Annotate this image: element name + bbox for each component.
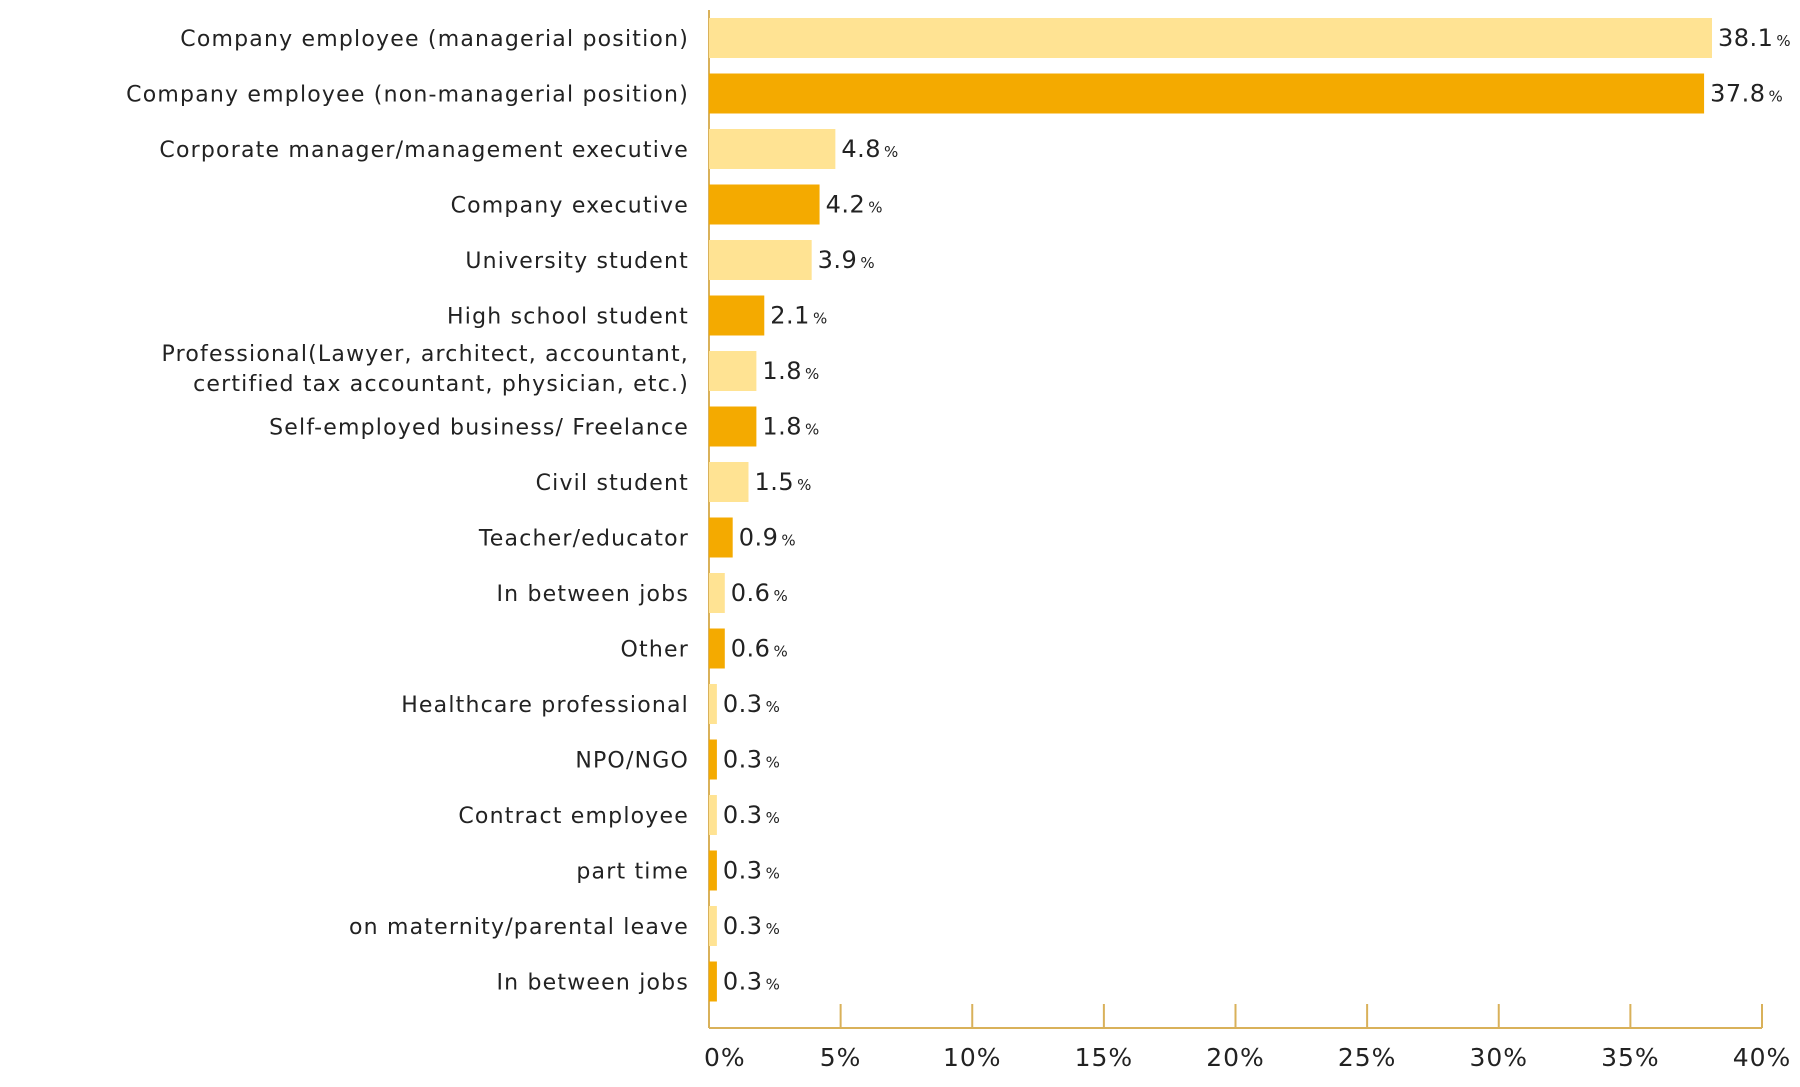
x-tick-label: 30% <box>1469 1043 1528 1072</box>
bar <box>709 850 717 891</box>
value-label: 0.3% <box>723 857 780 885</box>
x-tick-label: 15% <box>1075 1043 1134 1072</box>
bar <box>709 739 717 780</box>
category-label: Teacher/educator <box>478 527 689 552</box>
category-label: Other <box>621 638 689 663</box>
value-label: 0.3% <box>723 912 780 940</box>
value-label: 0.3% <box>723 690 780 718</box>
bar <box>709 628 725 669</box>
value-label: 0.9% <box>739 524 796 552</box>
bar <box>709 517 733 558</box>
value-label: 4.8% <box>841 135 898 163</box>
value-label: 4.2% <box>826 191 883 219</box>
value-label: 1.8% <box>762 357 819 385</box>
value-label: 0.3% <box>723 746 780 774</box>
category-label: Company employee (non-managerial positio… <box>126 83 689 108</box>
x-tick-label: 25% <box>1338 1043 1397 1072</box>
category-label: In between jobs <box>496 971 689 996</box>
bar <box>709 573 725 613</box>
category-label: Civil student <box>536 471 689 496</box>
x-tick-label: 5% <box>820 1043 862 1072</box>
category-label: In between jobs <box>496 582 689 607</box>
category-label: Company executive <box>451 194 689 219</box>
bar <box>709 184 820 225</box>
category-label: Healthcare professional <box>401 693 689 718</box>
bar <box>709 906 717 946</box>
x-tick-label: 35% <box>1601 1043 1660 1072</box>
category-label: Contract employee <box>458 804 689 829</box>
value-label: 0.3% <box>723 968 780 996</box>
category-label: on maternity/parental leave <box>349 915 689 940</box>
category-label: High school student <box>447 305 689 330</box>
bar <box>709 73 1705 114</box>
x-tick-label: 40% <box>1733 1043 1792 1072</box>
category-label: University student <box>465 249 689 274</box>
category-label: Self-employed business/ Freelance <box>269 416 689 441</box>
value-label: 2.1% <box>770 302 827 330</box>
x-tick-label: 10% <box>943 1043 1002 1072</box>
category-label: part time <box>576 860 689 885</box>
value-label: 0.6% <box>731 635 788 663</box>
bar <box>709 795 717 835</box>
category-label: NPO/NGO <box>575 749 689 774</box>
bar <box>709 406 757 447</box>
category-label: Professional(Lawyer, architect, accounta… <box>162 342 689 397</box>
bar <box>709 295 765 336</box>
value-label: 1.8% <box>762 413 819 441</box>
x-tick-label: 20% <box>1206 1043 1265 1072</box>
value-label: 37.8% <box>1710 80 1783 108</box>
bar <box>709 129 836 169</box>
bar <box>709 351 757 391</box>
bar <box>709 240 812 280</box>
value-label: 38.1% <box>1718 24 1791 52</box>
bar <box>709 961 717 1002</box>
category-label: Corporate manager/management executive <box>159 138 689 163</box>
value-label: 0.6% <box>731 579 788 607</box>
value-label: 0.3% <box>723 801 780 829</box>
bar <box>709 684 717 724</box>
bar <box>709 18 1712 58</box>
x-tick-label: 0% <box>704 1043 746 1072</box>
value-label: 3.9% <box>818 246 875 274</box>
value-label: 1.5% <box>754 468 811 496</box>
bar <box>709 462 749 502</box>
category-label: Company employee (managerial position) <box>180 27 689 52</box>
